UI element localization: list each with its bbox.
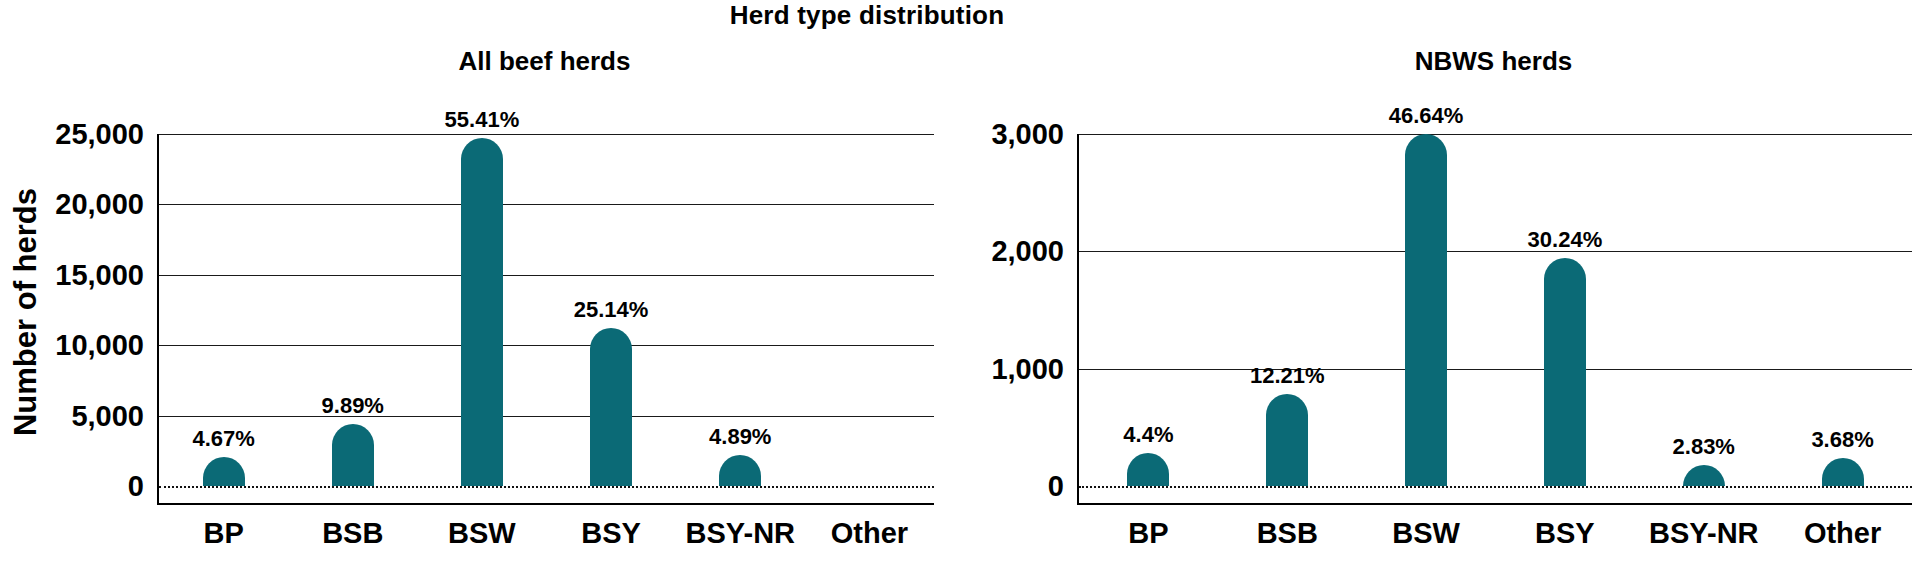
bar-value-label-bsb: 12.21%: [1207, 363, 1367, 389]
x-category-label-bsb: BSB: [1212, 516, 1362, 550]
y-tick-label: 1,000: [952, 352, 1064, 386]
bar-value-label-bsy-nr: 2.83%: [1624, 434, 1784, 460]
x-category-label-bsw: BSW: [1351, 516, 1501, 550]
gridline: [159, 134, 934, 135]
bar-other: [1822, 458, 1864, 486]
x-category-label-other: Other: [1768, 516, 1918, 550]
x-category-label-bsb: BSB: [278, 516, 428, 550]
gridline: [159, 275, 934, 276]
x-category-label-bsy-nr: BSY-NR: [1629, 516, 1779, 550]
x-category-label-bsy: BSY: [536, 516, 686, 550]
chart-nbws-herds: NBWS herds 01,0002,0003,0004.4%BP12.21%B…: [0, 0, 1920, 561]
bar-value-label-bsb: 9.89%: [273, 393, 433, 419]
zero-baseline: [1079, 486, 1912, 488]
x-category-label-bp: BP: [149, 516, 299, 550]
bar-value-label-bsy: 25.14%: [531, 297, 691, 323]
bar-value-label-bp: 4.4%: [1068, 422, 1228, 448]
chart-subtitle: NBWS herds: [1077, 46, 1910, 77]
x-category-label-bp: BP: [1073, 516, 1223, 550]
bar-bsw: [1405, 134, 1447, 486]
bar-value-label-bsy: 30.24%: [1485, 227, 1645, 253]
bar-value-label-bsy-nr: 4.89%: [660, 424, 820, 450]
y-tick-label: 0: [952, 469, 1064, 503]
y-tick-label: 2,000: [952, 234, 1064, 268]
gridline: [1079, 134, 1912, 135]
bar-value-label-bsw: 55.41%: [402, 107, 562, 133]
y-tick-label: 20,000: [32, 187, 144, 221]
bar-bsy: [1544, 258, 1586, 486]
x-category-label-other: Other: [794, 516, 944, 550]
x-category-label-bsw: BSW: [407, 516, 557, 550]
bar-bsb: [1266, 394, 1308, 486]
figure: Herd type distribution Number of herds A…: [0, 0, 1920, 561]
y-tick-label: 3,000: [952, 117, 1064, 151]
bar-value-label-other: 3.68%: [1763, 427, 1920, 453]
zero-baseline: [159, 486, 934, 488]
x-category-label-bsy-nr: BSY-NR: [665, 516, 815, 550]
gridline: [159, 345, 934, 346]
bar-bsw: [461, 138, 503, 486]
gridline: [159, 204, 934, 205]
y-tick-label: 15,000: [32, 258, 144, 292]
y-tick-label: 0: [32, 469, 144, 503]
y-tick-label: 25,000: [32, 117, 144, 151]
bar-bsy: [590, 328, 632, 486]
y-tick-label: 5,000: [32, 399, 144, 433]
bar-value-label-bsw: 46.64%: [1346, 103, 1506, 129]
x-category-label-bsy: BSY: [1490, 516, 1640, 550]
bar-bsb: [332, 424, 374, 486]
y-tick-label: 10,000: [32, 328, 144, 362]
plot-area: 01,0002,0003,0004.4%BP12.21%BSB46.64%BSW…: [1077, 134, 1912, 505]
gridline: [1079, 369, 1912, 370]
bar-bp: [1127, 453, 1169, 486]
bar-value-label-bp: 4.67%: [144, 426, 304, 452]
bar-bsy-nr: [1683, 465, 1725, 486]
